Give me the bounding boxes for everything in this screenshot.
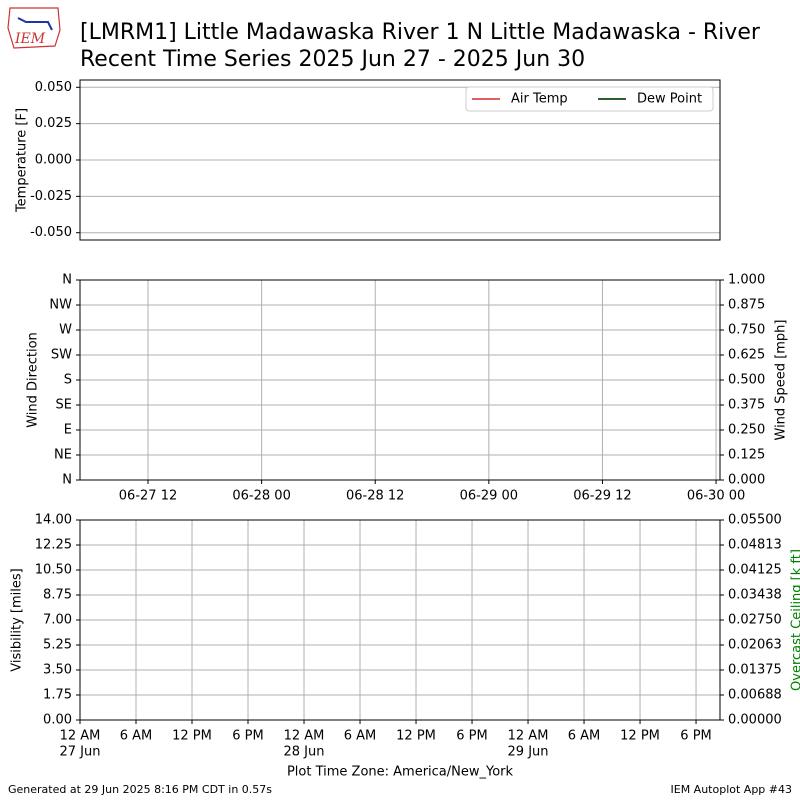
chart-title: [LMRM1] Little Madawaska River 1 N Littl… — [80, 20, 761, 45]
x-tick-label: 06-28 00 — [232, 489, 290, 504]
x-tick-label: 06-29 12 — [573, 489, 631, 504]
x-tick-label: 6 AM — [344, 729, 377, 744]
y2-tick-label: 0.500 — [728, 373, 765, 388]
y-tick-label: 0.050 — [35, 80, 72, 95]
y2-tick-label: 0.03438 — [728, 588, 782, 603]
y2-tick-label: 1.000 — [728, 273, 765, 288]
y2-tick-label: 0.00000 — [728, 713, 782, 728]
x-tick-label: 6 PM — [680, 729, 711, 744]
x-tick-label: 12 PM — [172, 729, 212, 744]
footer-right: IEM Autoplot App #43 — [671, 783, 793, 796]
y-tick-label: 1.75 — [43, 688, 72, 703]
legend-label: Air Temp — [511, 92, 568, 107]
y-tick-label: 0.00 — [43, 713, 72, 728]
y-tick-label: 0.025 — [35, 116, 72, 131]
y-tick-label: S — [64, 373, 72, 388]
x-axis-label: Plot Time Zone: America/New_York — [287, 765, 514, 780]
logo-wind — [17, 17, 53, 31]
legend-label: Dew Point — [637, 92, 702, 107]
x-tick-label: 12 AM — [284, 729, 325, 744]
y2-tick-label: 0.000 — [728, 473, 765, 488]
plot-frame — [79, 279, 721, 481]
y-axis-label: Visibility [miles] — [10, 568, 25, 671]
x-tick-label: 12 AM — [508, 729, 549, 744]
x-tick-label: 6 AM — [568, 729, 601, 744]
y-tick-label: NE — [54, 448, 72, 463]
y2-tick-label: 0.625 — [728, 348, 765, 363]
x-tick-label: 06-30 00 — [687, 489, 745, 504]
y-tick-label: N — [62, 273, 72, 288]
y-tick-label: 14.00 — [35, 513, 72, 528]
y-tick-label: 5.25 — [43, 638, 72, 653]
y-axis-label: Wind Direction — [26, 332, 41, 428]
y-tick-label: SE — [56, 398, 72, 413]
x-tick-sublabel: 27 Jun — [60, 745, 101, 760]
x-tick-label: 6 PM — [232, 729, 263, 744]
y-tick-label: 3.50 — [43, 663, 72, 678]
logo-outline — [7, 7, 61, 49]
y-tick-label: -0.050 — [30, 225, 72, 240]
y2-axis-label: Wind Speed [mph] — [774, 320, 789, 441]
y2-tick-label: 0.250 — [728, 423, 765, 438]
y-tick-label: -0.025 — [30, 189, 72, 204]
legend-box — [465, 86, 714, 112]
y-tick-label: 12.25 — [35, 538, 72, 553]
y2-tick-label: 0.375 — [728, 398, 765, 413]
logo-text: IEM — [14, 31, 46, 47]
y-tick-label: NW — [49, 298, 72, 313]
x-tick-label: 12 AM — [60, 729, 101, 744]
y-tick-label: 8.75 — [43, 588, 72, 603]
x-tick-label: 06-28 12 — [346, 489, 404, 504]
y2-tick-label: 0.01375 — [728, 663, 782, 678]
y-tick-label: 7.00 — [43, 613, 72, 628]
x-tick-label: 12 PM — [396, 729, 436, 744]
plot-frame — [79, 519, 721, 721]
x-tick-label: 6 PM — [456, 729, 487, 744]
y-tick-label: 0.000 — [35, 153, 72, 168]
y2-tick-label: 0.04125 — [728, 563, 782, 578]
x-tick-sublabel: 29 Jun — [508, 745, 549, 760]
y-tick-label: E — [64, 423, 72, 438]
y-tick-label: N — [62, 473, 72, 488]
y-tick-label: 10.50 — [35, 563, 72, 578]
x-tick-label: 06-27 12 — [119, 489, 177, 504]
plot-frame — [79, 79, 721, 241]
y2-tick-label: 0.02063 — [728, 638, 782, 653]
x-tick-label: 12 PM — [620, 729, 660, 744]
chart-subtitle: Recent Time Series 2025 Jun 27 - 2025 Ju… — [80, 47, 585, 72]
x-tick-label: 06-29 00 — [460, 489, 518, 504]
y2-tick-label: 0.04813 — [728, 538, 782, 553]
y2-tick-label: 0.125 — [728, 448, 765, 463]
y2-axis-label: Overcast Ceiling [k ft] — [790, 549, 800, 691]
y-tick-label: SW — [51, 348, 72, 363]
y2-tick-label: 0.875 — [728, 298, 765, 313]
x-tick-sublabel: 28 Jun — [284, 745, 325, 760]
x-tick-label: 6 AM — [120, 729, 153, 744]
y-tick-label: W — [59, 323, 72, 338]
footer-left: Generated at 29 Jun 2025 8:16 PM CDT in … — [8, 783, 272, 796]
y2-tick-label: 0.02750 — [728, 613, 782, 628]
y2-tick-label: 0.05500 — [728, 513, 782, 528]
y-axis-label: Temperature [F] — [15, 108, 30, 213]
y2-tick-label: 0.00688 — [728, 688, 782, 703]
logo: IEM — [7, 7, 61, 49]
y2-tick-label: 0.750 — [728, 323, 765, 338]
